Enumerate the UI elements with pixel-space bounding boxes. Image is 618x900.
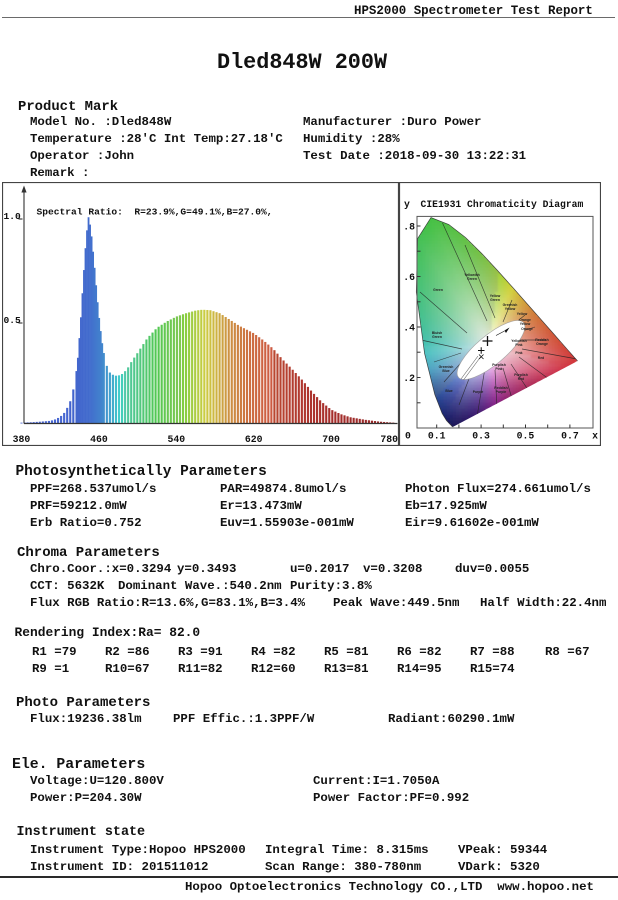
svg-text:0.1: 0.1 xyxy=(427,431,445,442)
svg-text:Red: Red xyxy=(537,356,543,360)
svg-text:Green: Green xyxy=(490,298,500,302)
svg-text:Purple: Purple xyxy=(495,390,506,394)
svg-text:Red: Red xyxy=(517,377,523,381)
svg-text:Pink: Pink xyxy=(495,367,502,371)
svg-text:Yellowish: Yellowish xyxy=(464,273,479,277)
svg-text:Yellow: Yellow xyxy=(516,312,527,316)
svg-text:.4: .4 xyxy=(403,322,415,333)
svg-text:Yellow: Yellow xyxy=(519,322,530,326)
svg-text:Green: Green xyxy=(467,277,477,281)
svg-text:Pink: Pink xyxy=(515,343,522,347)
svg-text:0.7: 0.7 xyxy=(561,431,579,442)
svg-text:Greenish: Greenish xyxy=(438,365,453,369)
svg-text:Reddish: Reddish xyxy=(535,338,548,342)
svg-text:Spectral Ratio: R=23.9%,G=49.: Spectral Ratio: R=23.9%,G=49.1%,B=27.0%, xyxy=(37,207,273,218)
svg-text:Green: Green xyxy=(432,335,442,339)
svg-text:0.5: 0.5 xyxy=(4,315,22,326)
svg-text:Purplish: Purplish xyxy=(492,363,506,367)
svg-text:460: 460 xyxy=(90,434,108,445)
svg-text:700: 700 xyxy=(322,434,340,445)
svg-text:380: 380 xyxy=(13,434,31,445)
svg-text:Orange: Orange xyxy=(536,342,548,346)
svg-text:Blue: Blue xyxy=(442,369,449,373)
svg-text:Yellowish: Yellowish xyxy=(511,339,526,343)
svg-text:.8: .8 xyxy=(403,221,415,232)
svg-text:Purple: Purple xyxy=(472,390,483,394)
svg-text:780: 780 xyxy=(380,434,398,445)
svg-text:CIE1931 Chromaticity Diagram: CIE1931 Chromaticity Diagram xyxy=(420,199,583,210)
svg-text:0: 0 xyxy=(405,431,411,442)
svg-text:x: x xyxy=(592,431,598,442)
svg-text:Orange: Orange xyxy=(519,318,531,322)
svg-text:Blue: Blue xyxy=(445,389,452,393)
svg-text:.6: .6 xyxy=(403,272,415,283)
svg-text:540: 540 xyxy=(167,434,185,445)
svg-text:Yellow: Yellow xyxy=(489,294,500,298)
svg-text:Green: Green xyxy=(433,288,443,292)
svg-text:.2: .2 xyxy=(403,373,415,384)
svg-text:y: y xyxy=(404,199,410,210)
svg-text:Bluish: Bluish xyxy=(431,331,441,335)
svg-text:Orange: Orange xyxy=(521,327,533,331)
svg-text:Greenish: Greenish xyxy=(502,303,517,307)
svg-text:0.5: 0.5 xyxy=(516,431,534,442)
svg-text:Yellow: Yellow xyxy=(504,307,515,311)
svg-text:620: 620 xyxy=(245,434,263,445)
svg-text:Pink: Pink xyxy=(515,351,522,355)
svg-text:0.3: 0.3 xyxy=(472,431,490,442)
svg-text:Reddish: Reddish xyxy=(494,386,507,390)
svg-text:1.0: 1.0 xyxy=(4,211,22,222)
svg-text:Purplish: Purplish xyxy=(514,373,528,377)
